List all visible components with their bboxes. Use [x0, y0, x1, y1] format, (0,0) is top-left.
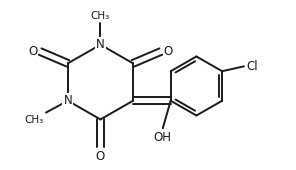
Text: N: N [96, 38, 105, 51]
Text: N: N [63, 94, 72, 107]
Text: O: O [96, 150, 105, 163]
Text: OH: OH [154, 131, 172, 144]
Text: O: O [28, 45, 37, 58]
Text: O: O [164, 45, 173, 58]
Text: CH₃: CH₃ [25, 115, 44, 124]
Text: CH₃: CH₃ [91, 11, 110, 21]
Text: Cl: Cl [246, 60, 258, 73]
